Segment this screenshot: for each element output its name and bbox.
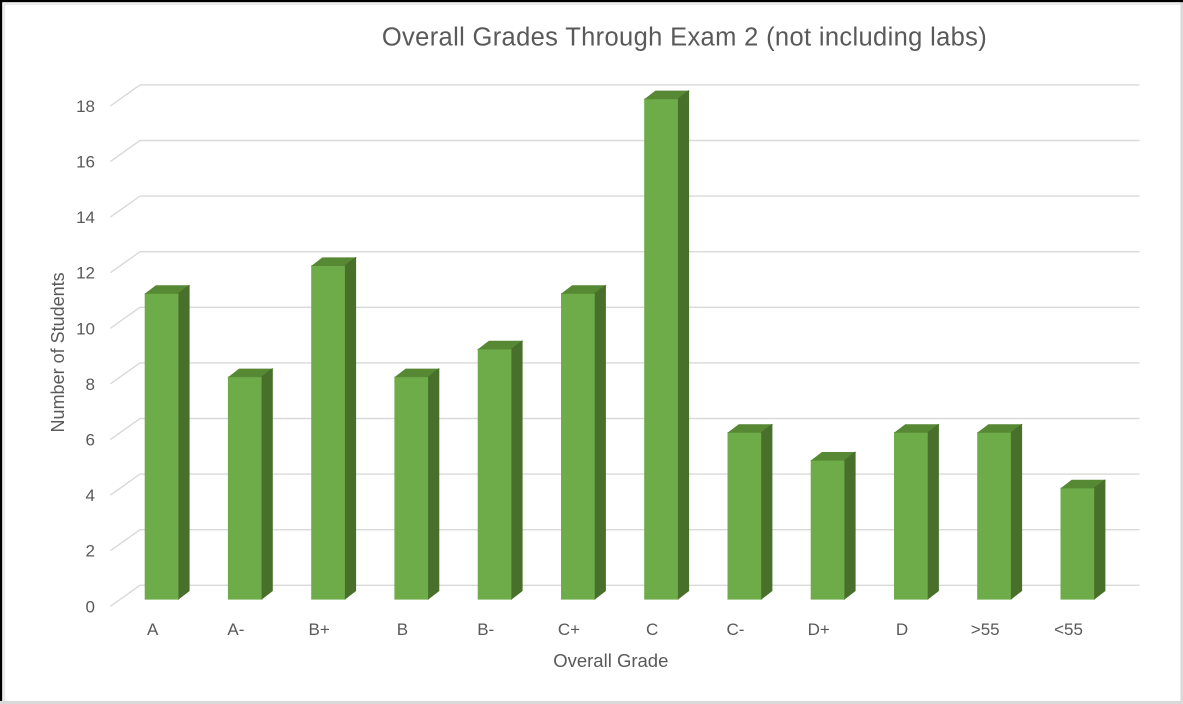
svg-text:6: 6: [86, 431, 95, 450]
svg-text:Overall Grade: Overall Grade: [553, 650, 668, 671]
svg-text:C-: C-: [727, 620, 745, 639]
svg-text:2: 2: [86, 542, 95, 561]
svg-text:0: 0: [86, 597, 95, 616]
svg-text:18: 18: [76, 97, 95, 116]
svg-text:8: 8: [86, 375, 95, 394]
svg-text:10: 10: [76, 319, 95, 338]
svg-text:<55: <55: [1054, 620, 1083, 639]
svg-text:B: B: [397, 620, 408, 639]
svg-text:C: C: [646, 620, 658, 639]
svg-text:B+: B+: [309, 620, 330, 639]
svg-text:Number of Students: Number of Students: [48, 272, 68, 432]
svg-text:14: 14: [76, 208, 95, 227]
svg-text:Overall Grades Through Exam 2: Overall Grades Through Exam 2 (not inclu…: [382, 23, 987, 51]
svg-text:D+: D+: [808, 620, 830, 639]
svg-text:12: 12: [76, 264, 95, 283]
svg-text:4: 4: [86, 486, 95, 505]
svg-text:A-: A-: [227, 620, 244, 639]
svg-text:D: D: [896, 620, 908, 639]
svg-text:A: A: [147, 620, 159, 639]
svg-text:>55: >55: [971, 620, 1000, 639]
svg-text:C+: C+: [558, 620, 580, 639]
svg-text:16: 16: [76, 153, 95, 172]
svg-text:B-: B-: [477, 620, 494, 639]
